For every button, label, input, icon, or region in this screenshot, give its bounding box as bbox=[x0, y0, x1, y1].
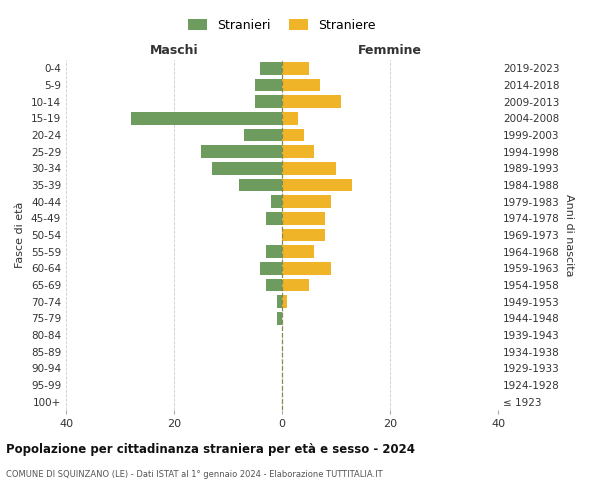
Bar bbox=[282, 79, 320, 92]
Bar bbox=[282, 146, 314, 158]
Bar bbox=[239, 179, 282, 192]
Bar bbox=[282, 162, 336, 174]
Bar bbox=[266, 279, 282, 291]
Bar bbox=[271, 196, 282, 208]
Bar bbox=[266, 212, 282, 224]
Y-axis label: Anni di nascita: Anni di nascita bbox=[563, 194, 574, 276]
Bar bbox=[212, 162, 282, 174]
Bar bbox=[282, 246, 314, 258]
Bar bbox=[282, 112, 298, 124]
Bar bbox=[282, 96, 341, 108]
Bar bbox=[244, 129, 282, 141]
Bar bbox=[282, 196, 331, 208]
Bar bbox=[282, 279, 309, 291]
Bar bbox=[131, 112, 282, 124]
Bar bbox=[201, 146, 282, 158]
Bar bbox=[282, 129, 304, 141]
Bar bbox=[277, 296, 282, 308]
Bar bbox=[266, 246, 282, 258]
Bar bbox=[282, 179, 352, 192]
Bar bbox=[260, 262, 282, 274]
Text: Popolazione per cittadinanza straniera per età e sesso - 2024: Popolazione per cittadinanza straniera p… bbox=[6, 442, 415, 456]
Text: Maschi: Maschi bbox=[149, 44, 199, 57]
Text: COMUNE DI SQUINZANO (LE) - Dati ISTAT al 1° gennaio 2024 - Elaborazione TUTTITAL: COMUNE DI SQUINZANO (LE) - Dati ISTAT al… bbox=[6, 470, 383, 479]
Bar bbox=[282, 229, 325, 241]
Text: Femmine: Femmine bbox=[358, 44, 422, 57]
Bar bbox=[282, 62, 309, 74]
Bar bbox=[277, 312, 282, 324]
Y-axis label: Fasce di età: Fasce di età bbox=[16, 202, 25, 268]
Bar bbox=[260, 62, 282, 74]
Bar bbox=[282, 212, 325, 224]
Bar bbox=[282, 296, 287, 308]
Bar bbox=[255, 96, 282, 108]
Bar bbox=[255, 79, 282, 92]
Bar bbox=[282, 262, 331, 274]
Legend: Stranieri, Straniere: Stranieri, Straniere bbox=[184, 14, 380, 37]
